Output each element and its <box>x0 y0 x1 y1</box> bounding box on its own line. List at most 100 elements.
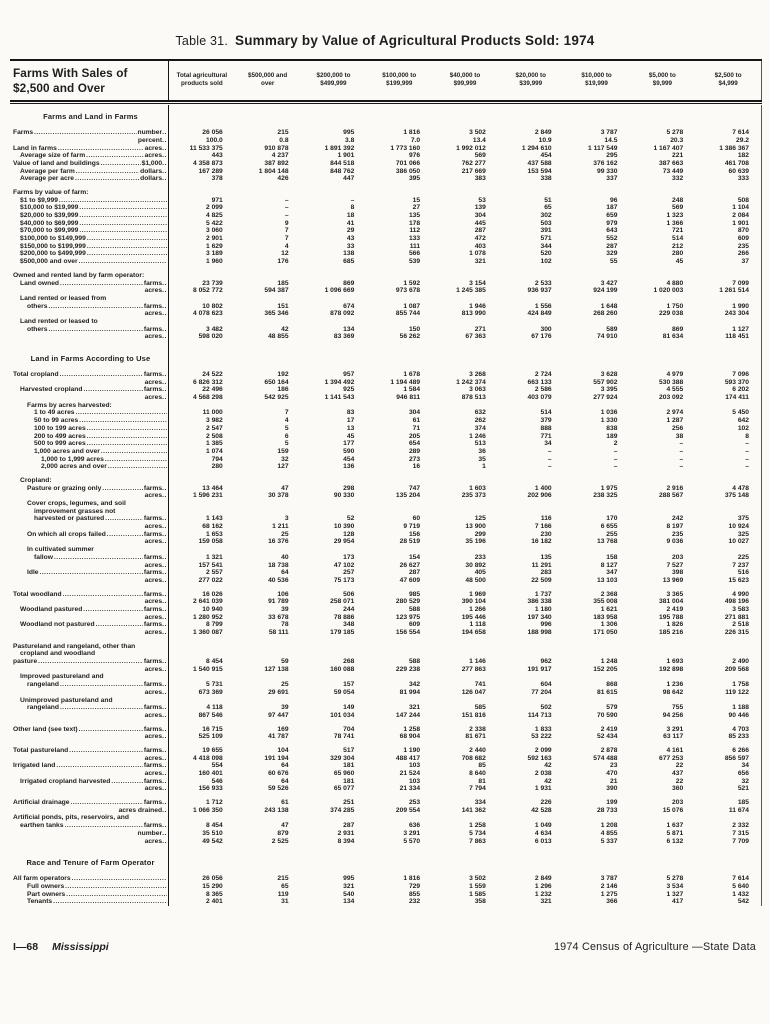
value-cell <box>235 347 301 371</box>
column-header: $40,000 to $99,999 <box>449 71 481 88</box>
table-title: Summary by Value of Agricultural Product… <box>235 33 595 48</box>
value-cell <box>629 295 695 303</box>
value-cell <box>498 347 564 371</box>
row-unit: acres <box>145 538 168 546</box>
value-cell: 195 446 <box>461 613 486 621</box>
row-values <box>168 636 762 643</box>
row-unit: acres drained <box>119 807 168 815</box>
value-cell <box>301 546 367 554</box>
dot-leader <box>79 220 167 228</box>
row-label-cell: earthen tanks farms <box>10 822 168 830</box>
value-cell: 37 <box>741 258 749 266</box>
table-row: $40,000 to $69,999 5 422 9 41 178 445 503 979 1 … <box>10 219 762 228</box>
row-values <box>168 294 762 303</box>
value-cell: 445 <box>474 219 486 227</box>
value-cell: 225 <box>737 553 749 561</box>
value-cell: 2 084 <box>732 212 749 220</box>
value-cell: 251 <box>343 799 355 807</box>
value-cell: 32 <box>741 777 749 785</box>
table-row: acres 6 826 312 650 164 1 394 492 1 194 489 1… <box>10 378 762 387</box>
value-cell: 321 <box>343 882 355 890</box>
row-label: Irrigated land <box>13 762 56 770</box>
row-values: 1 321 40 173 154 233 135 158 203 225 <box>168 553 762 562</box>
value-cell: 8 454 <box>206 658 223 666</box>
value-cell: 4 418 098 <box>193 754 223 762</box>
row-values: 3 189 12 138 566 1 078 520 329 280 266 <box>168 250 762 259</box>
value-cell <box>629 272 695 280</box>
value-cell: 177 <box>343 440 355 448</box>
value-cell: 588 <box>408 605 421 613</box>
value-cell: – <box>745 440 749 448</box>
value-cell: 17 <box>346 417 355 425</box>
row-unit: acres <box>145 394 168 402</box>
row-values <box>168 740 762 747</box>
value-cell: 391 <box>540 227 552 235</box>
value-cell: 405 <box>474 569 486 577</box>
value-cell <box>366 477 432 485</box>
row-label: Idle <box>27 569 39 577</box>
value-cell: 68 904 <box>399 733 421 741</box>
row-unit: acres <box>145 755 168 763</box>
table-row: acres 68 162 1 211 10 390 9 719 13 900 7 166 6 … <box>10 523 762 531</box>
value-cell: 10 027 <box>728 538 749 546</box>
value-cell: 390 104 <box>461 598 486 606</box>
value-cell: 855 <box>408 890 421 898</box>
row-label: others <box>27 302 48 310</box>
value-cell: 957 <box>343 371 355 379</box>
value-cell: 262 <box>474 417 486 425</box>
row-label-cell: $500,000 and over <box>10 258 168 266</box>
value-cell: 10 924 <box>728 523 749 531</box>
value-cell: 28 519 <box>399 538 421 546</box>
row-label: Land in farms <box>13 144 57 152</box>
value-cell: 387 663 <box>659 159 684 167</box>
value-cell: 1 559 <box>469 882 486 890</box>
value-cell: 2 440 <box>469 746 486 754</box>
dot-leader <box>101 448 167 456</box>
row-label-cell: acres drained <box>10 807 168 815</box>
value-cell: 6 202 <box>732 386 749 394</box>
value-cell: 590 <box>343 447 355 455</box>
value-cell: 443 <box>211 152 223 160</box>
value-cell: 1 078 <box>469 250 486 258</box>
value-cell: – <box>350 196 355 204</box>
value-cell: 116 <box>540 515 552 523</box>
value-cell: 520 <box>540 250 552 258</box>
row-values: 22 496 186 925 1 584 3 063 2 586 3 395 4 555 6 2… <box>168 386 762 395</box>
row-label: Irrigated cropland harvested <box>20 777 111 785</box>
value-cell: 202 906 <box>527 492 552 500</box>
value-cell: 287 <box>474 227 486 235</box>
value-cell: 83 <box>346 409 355 417</box>
value-cell <box>695 643 761 651</box>
value-cell: 794 <box>211 455 223 463</box>
table-row: In cultivated summer <box>10 546 762 554</box>
table-row: Artificial drainage farms 1 712 61 251 253 334… <box>10 799 762 807</box>
value-cell: 35 196 <box>465 538 486 546</box>
row-label: Farms by acres harvested: <box>27 401 112 409</box>
row-values <box>168 317 762 326</box>
row-unit: acres <box>145 733 168 741</box>
value-cell <box>235 295 301 303</box>
value-cell: 332 <box>672 175 684 183</box>
value-cell: 387 892 <box>264 159 289 167</box>
row-label-cell: acres <box>10 492 168 500</box>
value-cell: 81 <box>478 777 486 785</box>
row-values: 277 022 40 536 75 173 47 609 48 500 22 509 13 … <box>168 576 762 585</box>
value-cell: 4 880 <box>666 279 684 287</box>
value-cell: 189 <box>606 432 618 440</box>
value-cell: 5 734 <box>469 829 486 837</box>
value-cell <box>235 814 301 822</box>
value-cell <box>695 851 761 875</box>
value-cell: 447 <box>343 175 355 183</box>
value-cell: 4 118 <box>206 704 223 712</box>
row-unit: number <box>138 129 168 137</box>
table-row: acres 156 933 59 526 65 077 21 334 7 794 1 931… <box>10 785 762 794</box>
value-cell <box>629 477 695 485</box>
row-values: 157 541 18 738 47 102 26 627 30 892 11 291 8 1… <box>168 561 762 570</box>
table-row: $1 to $9,999 971 – – 15 53 51 96 248 508 <box>10 196 762 205</box>
row-unit: farms <box>144 726 168 734</box>
table-row: 200 to 499 acres 2 508 6 45 205 1 246 771 189 38… <box>10 432 762 441</box>
value-cell <box>366 272 432 280</box>
row-label: $20,000 to $39,999 <box>20 212 79 220</box>
row-label: $500,000 and over <box>20 258 78 266</box>
spacer-row <box>10 719 762 726</box>
